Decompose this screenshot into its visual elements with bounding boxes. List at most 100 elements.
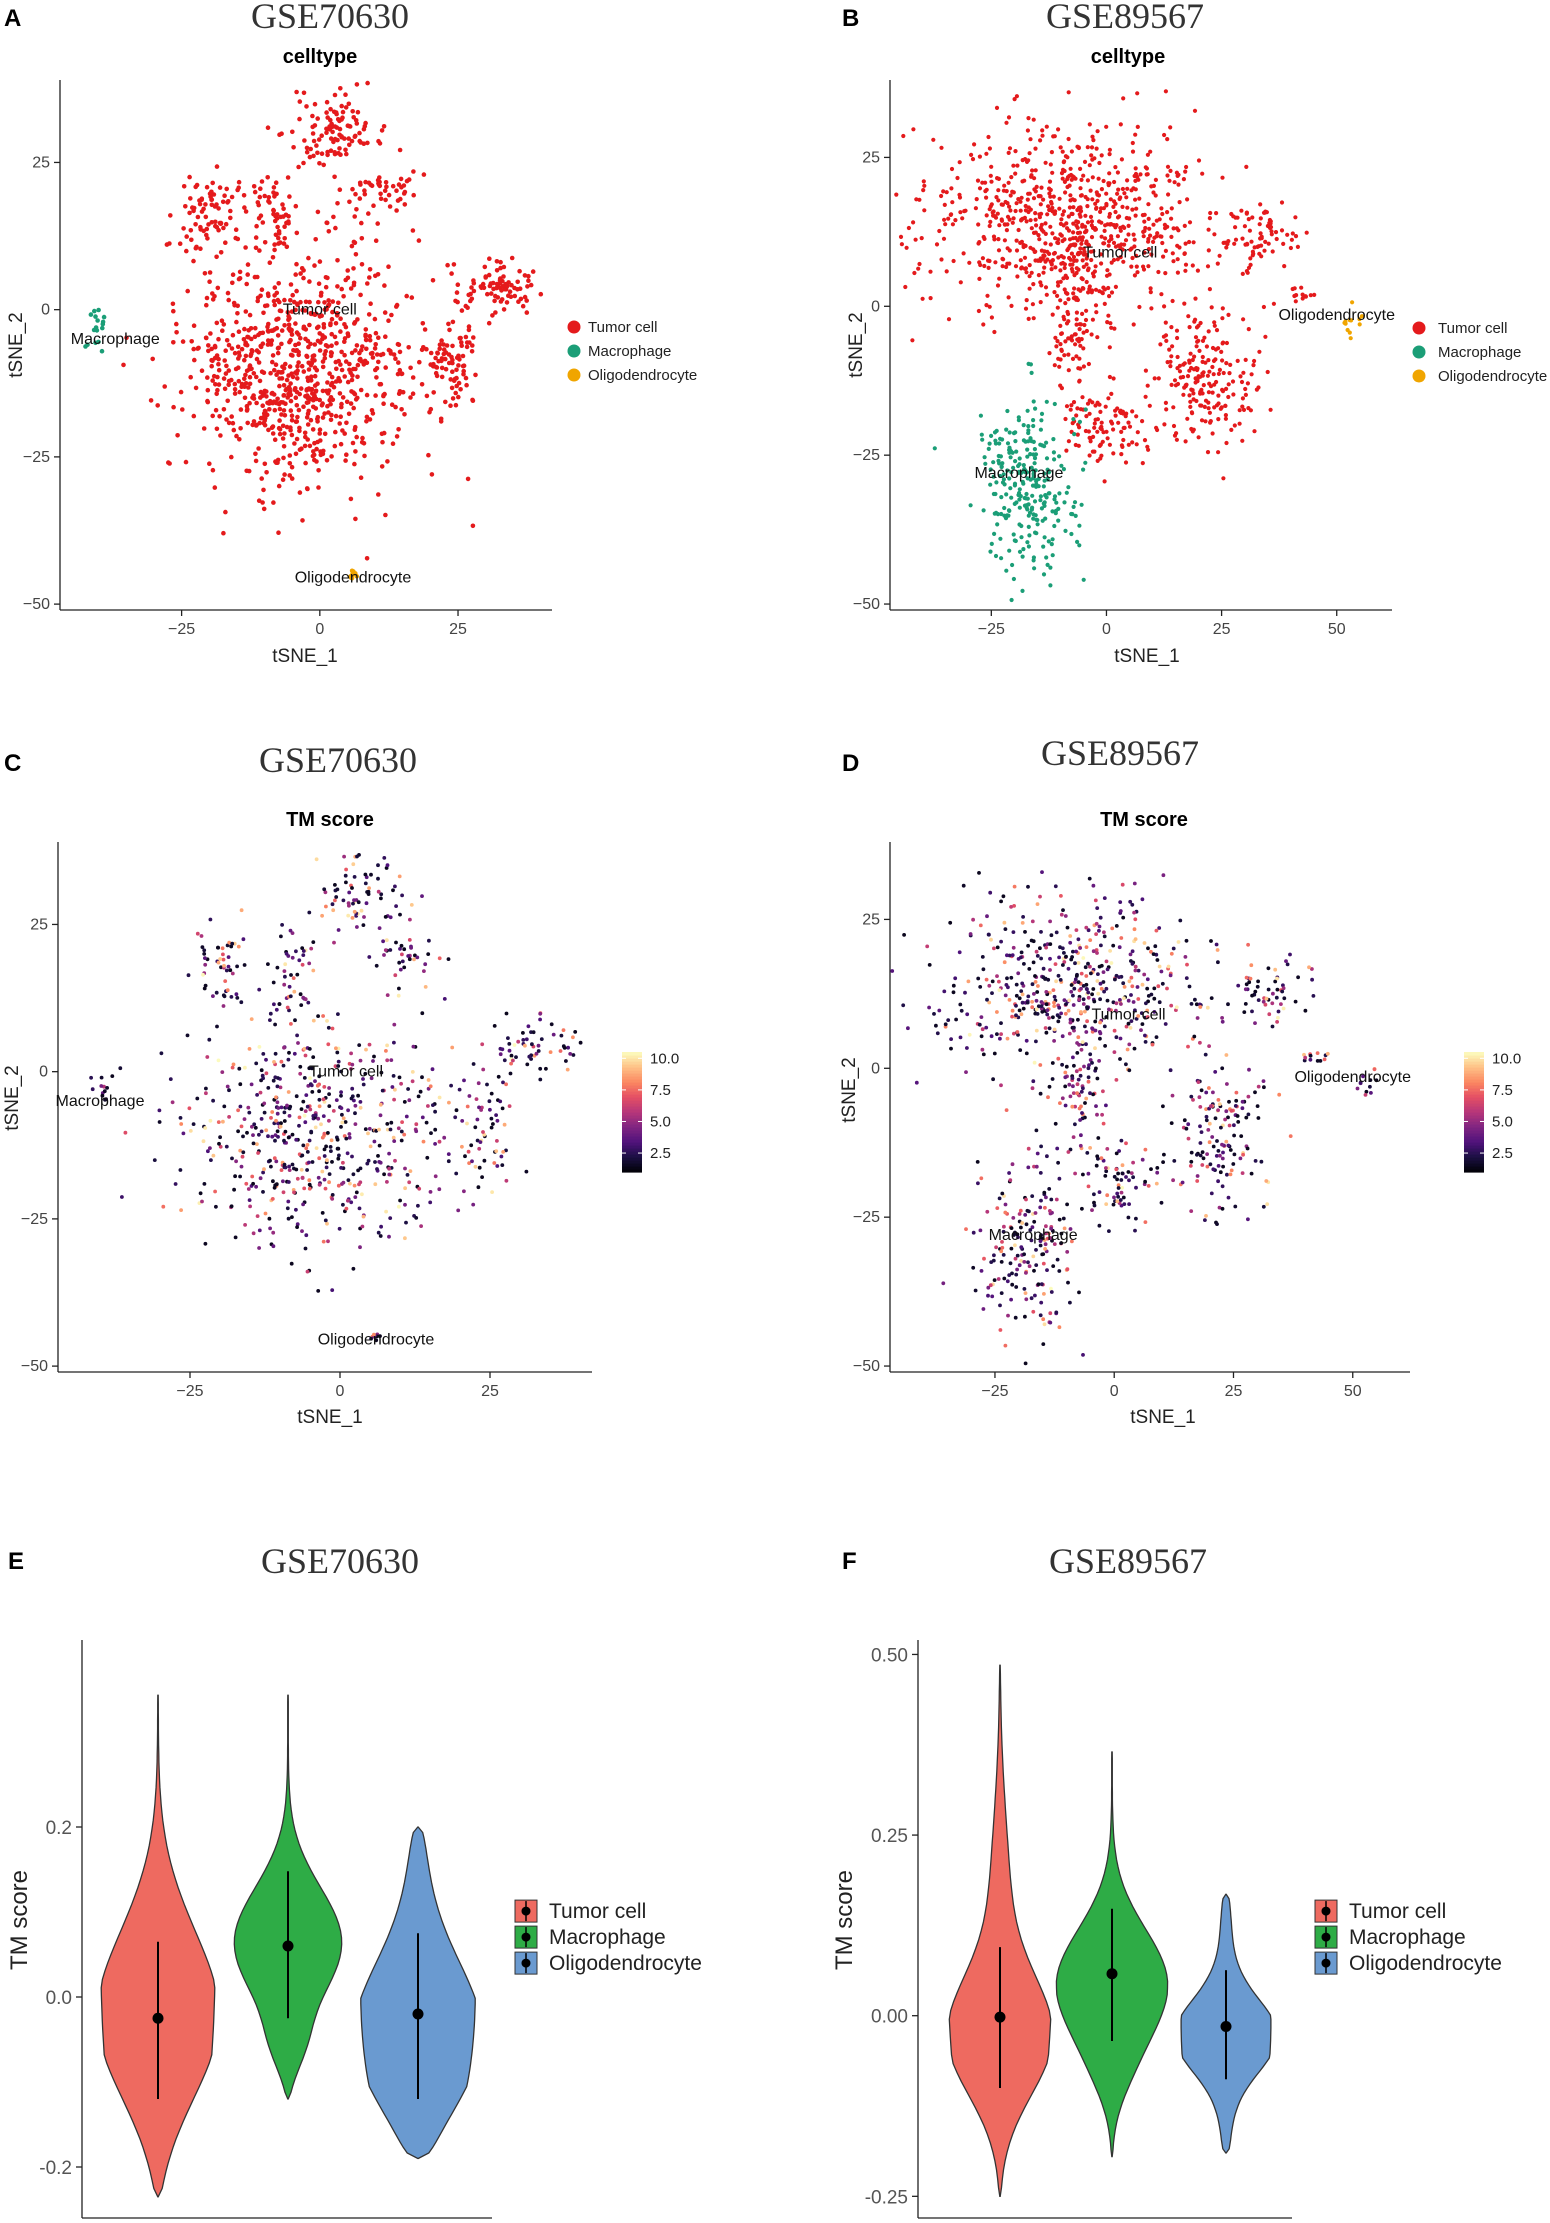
- cell-point: [354, 343, 360, 348]
- cell-point: [1035, 1012, 1040, 1016]
- cell-point: [325, 344, 331, 349]
- cell-point: [1258, 216, 1263, 221]
- cell-point: [1129, 246, 1134, 251]
- cell-point: [1025, 454, 1030, 459]
- cell-point: [1214, 403, 1220, 408]
- cell-point: [272, 1002, 276, 1007]
- cell-point: [329, 374, 335, 380]
- cell-point: [1171, 405, 1176, 410]
- cell-point: [274, 1118, 278, 1123]
- cell-point: [402, 189, 408, 195]
- cell-point: [235, 964, 240, 969]
- cell-point: [1133, 213, 1138, 218]
- cell-point: [1163, 333, 1169, 338]
- cell-point: [1020, 1000, 1025, 1005]
- cell-point: [1032, 992, 1036, 996]
- cell-point: [346, 411, 352, 417]
- cell-point: [1177, 369, 1183, 374]
- cell-point: [986, 265, 991, 270]
- cell-point: [1034, 1039, 1038, 1044]
- cell-point: [333, 225, 338, 231]
- cell-point: [270, 359, 275, 365]
- cell-point: [372, 346, 378, 351]
- cell-point: [1046, 539, 1051, 544]
- cell-point: [353, 449, 358, 454]
- cell-point: [226, 964, 231, 969]
- cell-point: [222, 1104, 227, 1109]
- cell-point: [265, 324, 270, 330]
- cell-point: [1030, 1005, 1035, 1010]
- cell-point: [351, 862, 356, 867]
- cell-point: [286, 1090, 291, 1094]
- cell-point: [215, 285, 221, 291]
- cell-point: [362, 188, 367, 193]
- cell-point: [970, 157, 976, 162]
- cell-point: [286, 1135, 291, 1140]
- cell-point: [1076, 1077, 1081, 1082]
- cell-point: [1078, 214, 1083, 219]
- cell-point: [1098, 252, 1103, 257]
- cell-point: [303, 460, 308, 466]
- cell-point: [352, 1183, 357, 1188]
- cell-point: [394, 188, 399, 193]
- cell-point: [964, 1070, 968, 1074]
- cell-point: [1062, 998, 1067, 1002]
- cell-point: [1190, 263, 1195, 268]
- y-tick-label: −50: [21, 1358, 48, 1375]
- cell-point: [282, 982, 287, 987]
- cell-point: [354, 207, 359, 212]
- cell-point: [206, 343, 211, 348]
- cell-point: [342, 136, 347, 141]
- cell-point: [1044, 440, 1049, 445]
- cell-point: [362, 915, 366, 919]
- colorbar-segment: [622, 1085, 642, 1089]
- cell-point: [977, 186, 983, 191]
- cell-point: [306, 1000, 311, 1005]
- cell-point: [1074, 949, 1078, 954]
- cell-point: [1030, 168, 1035, 173]
- cell-point: [258, 1176, 263, 1181]
- cell-point: [1066, 90, 1071, 95]
- cell-point: [294, 1167, 299, 1172]
- cell-point: [262, 461, 268, 467]
- cell-point: [1070, 1076, 1075, 1080]
- cell-point: [1084, 925, 1089, 930]
- cell-point: [367, 955, 372, 959]
- cell-point: [1271, 991, 1275, 996]
- cell-point: [1083, 407, 1088, 412]
- cell-point: [303, 1053, 308, 1058]
- cell-point: [999, 511, 1004, 517]
- cell-point: [1049, 542, 1054, 547]
- cell-point: [301, 953, 306, 957]
- cell-point: [419, 382, 425, 387]
- cell-point: [1184, 164, 1189, 170]
- cell-point: [357, 196, 363, 201]
- cell-point: [476, 1081, 481, 1086]
- colorbar-segment: [622, 1109, 642, 1113]
- cell-point: [1114, 1008, 1118, 1013]
- cell-point: [88, 312, 94, 317]
- cell-point: [360, 1192, 364, 1197]
- cell-point: [352, 214, 358, 219]
- cell-point: [226, 420, 232, 426]
- cell-point: [1357, 322, 1362, 327]
- cell-point: [1163, 271, 1168, 276]
- cell-point: [281, 383, 287, 388]
- cell-point: [1092, 425, 1097, 430]
- cell-point: [1036, 1004, 1041, 1009]
- cell-point: [507, 1048, 512, 1053]
- cell-point: [252, 1122, 257, 1127]
- cell-point: [275, 297, 281, 303]
- cell-point: [1210, 364, 1215, 370]
- cell-point: [987, 932, 991, 937]
- cell-point: [350, 886, 354, 890]
- legend-label-tumor-cell: Tumor cell: [1438, 320, 1507, 337]
- cell-point: [264, 470, 269, 475]
- cell-point: [1017, 1263, 1022, 1268]
- cell-point: [1216, 1149, 1221, 1153]
- cell-point: [1053, 962, 1058, 966]
- cell-point: [261, 1190, 265, 1194]
- cell-point: [1027, 967, 1032, 971]
- cell-point: [1025, 128, 1030, 133]
- cell-point: [211, 1153, 216, 1158]
